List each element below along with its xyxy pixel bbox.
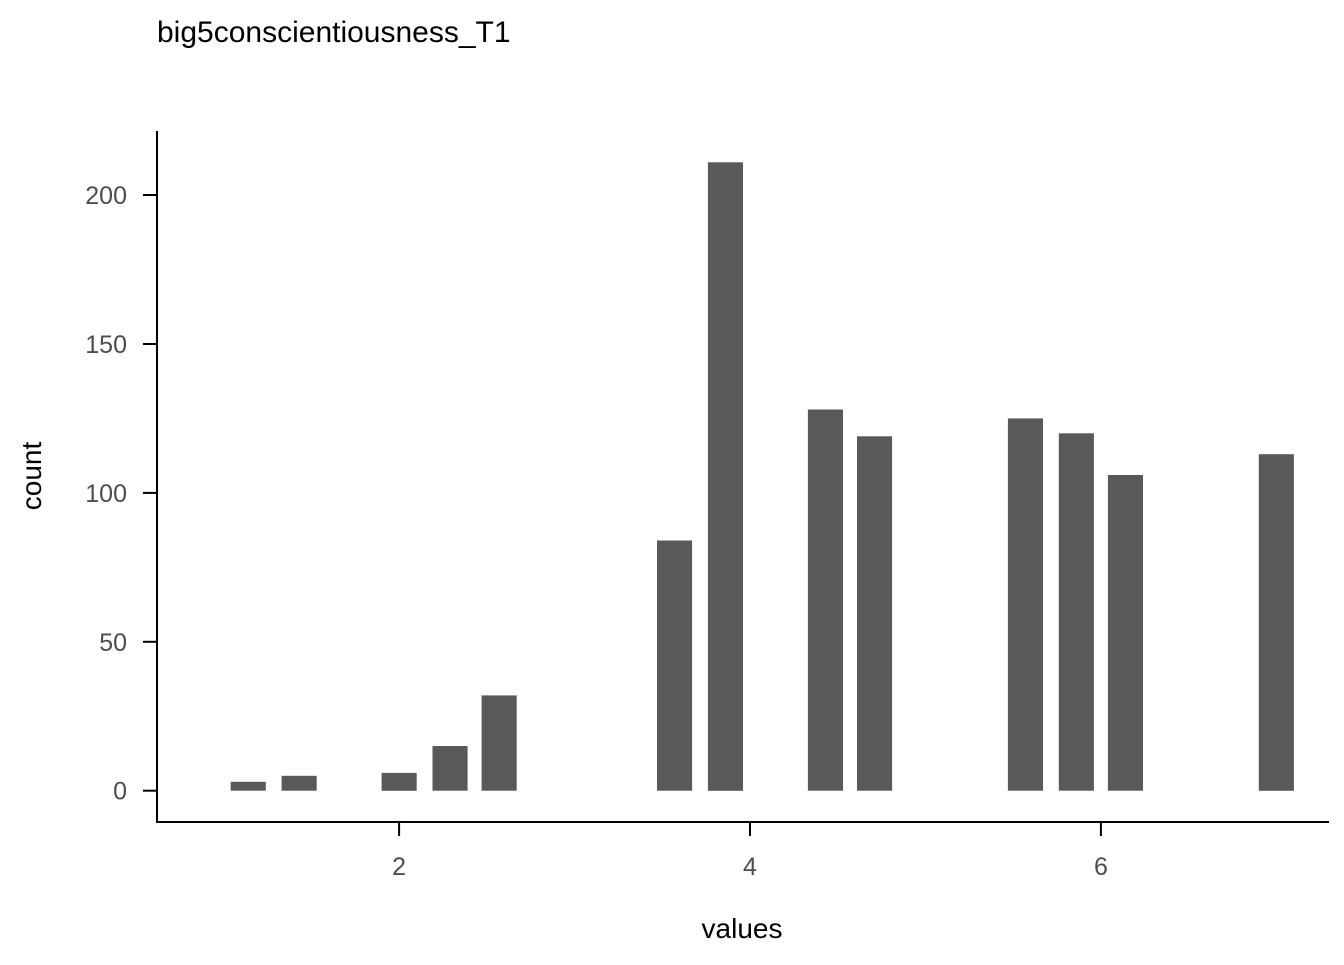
x-tick-label: 2 xyxy=(392,853,406,881)
bar xyxy=(707,162,743,791)
bar xyxy=(1058,433,1094,791)
y-tick-label: 50 xyxy=(99,629,127,657)
bar xyxy=(1258,454,1294,791)
x-tick-label: 4 xyxy=(743,853,757,881)
x-tick-label: 6 xyxy=(1094,853,1108,881)
bar xyxy=(281,775,317,791)
bar xyxy=(857,436,893,791)
bar xyxy=(230,781,266,791)
y-tick-label: 0 xyxy=(113,778,127,806)
y-ticks-group: 0 50 100 150 200 xyxy=(85,182,157,806)
y-axis-title: count xyxy=(16,442,47,511)
bar xyxy=(807,409,843,791)
x-axis-title: values xyxy=(702,913,783,944)
bar xyxy=(432,746,468,791)
bar xyxy=(657,540,693,791)
x-ticks-group: 2 4 6 xyxy=(392,822,1108,881)
bar xyxy=(381,772,417,791)
y-tick-label: 150 xyxy=(85,331,127,359)
y-tick-label: 200 xyxy=(85,182,127,210)
bar xyxy=(481,695,517,791)
bar xyxy=(1007,418,1043,791)
y-tick-label: 100 xyxy=(85,480,127,508)
bar xyxy=(1107,475,1143,791)
bars-group xyxy=(230,162,1294,791)
chart-title: big5conscientiousness_T1 xyxy=(157,16,511,49)
